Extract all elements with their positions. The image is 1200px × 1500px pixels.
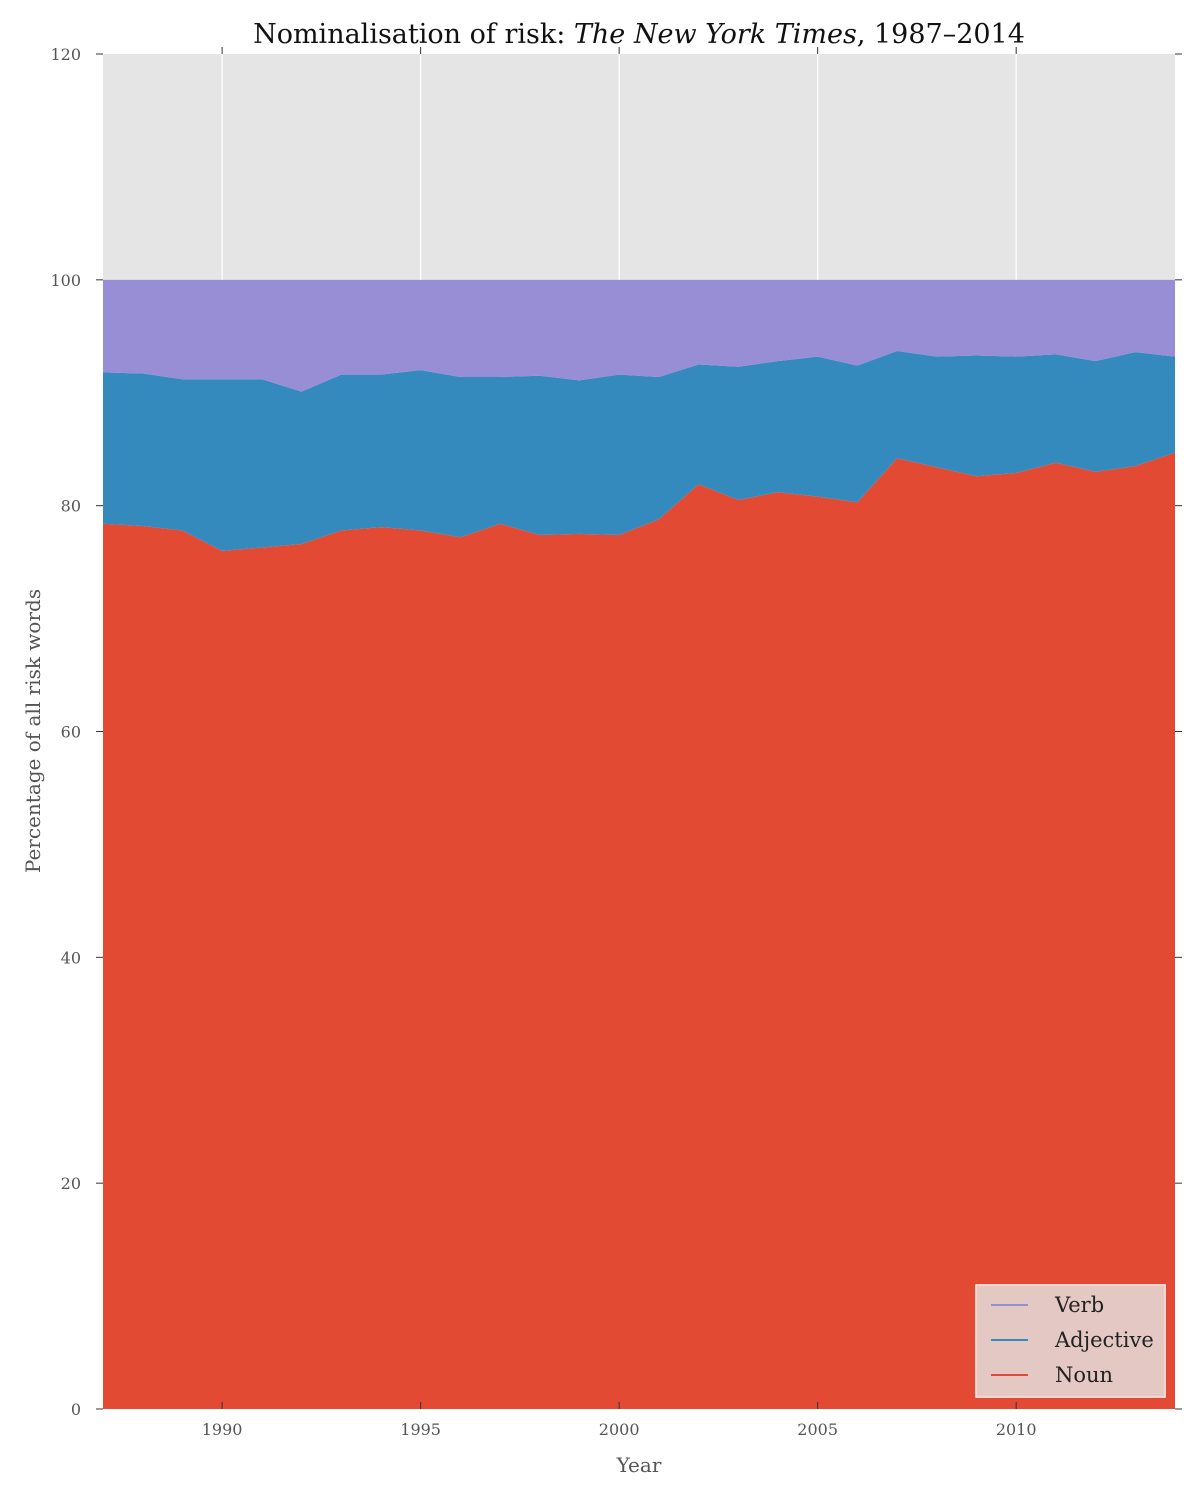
y-tick-label: 80 xyxy=(61,497,81,516)
x-tick-label: 1990 xyxy=(202,1420,243,1439)
y-axis-label: Percentage of all risk words xyxy=(21,589,45,873)
x-tick-label: 1995 xyxy=(400,1420,441,1439)
x-tick-label: 2000 xyxy=(599,1420,640,1439)
y-tick-label: 40 xyxy=(61,948,81,967)
area-adjective xyxy=(103,350,1175,551)
area-series xyxy=(103,279,1175,1410)
x-tick-label: 2005 xyxy=(797,1420,838,1439)
x-tick-label: 2010 xyxy=(996,1420,1037,1439)
tick-marks xyxy=(96,47,1182,1410)
area-verb xyxy=(103,279,1175,392)
area-noun xyxy=(103,452,1175,1410)
legend-label-adjective: Adjective xyxy=(1054,1328,1154,1352)
chart-title-suffix: , 1987–2014 xyxy=(857,19,1025,50)
chart-title-prefix: Nominalisation of risk: xyxy=(253,19,574,50)
y-tick-label: 0 xyxy=(71,1400,81,1419)
chart-title-italic: The New York Times xyxy=(574,19,857,50)
legend-label-noun: Noun xyxy=(1055,1363,1113,1387)
y-tick-label: 120 xyxy=(50,45,81,64)
y-tick-label: 20 xyxy=(61,1174,81,1193)
chart-title: Nominalisation of risk: The New York Tim… xyxy=(253,19,1025,50)
y-tick-label: 100 xyxy=(50,271,81,290)
x-axis-label: Year xyxy=(616,1453,662,1477)
legend-label-verb: Verb xyxy=(1054,1293,1104,1317)
legend: Verb Adjective Noun xyxy=(975,1284,1166,1398)
y-tick-label: 60 xyxy=(61,723,81,742)
tick-labels: 1990 1995 2000 2005 2010 0 20 40 60 80 100 120 xyxy=(50,45,1036,1439)
